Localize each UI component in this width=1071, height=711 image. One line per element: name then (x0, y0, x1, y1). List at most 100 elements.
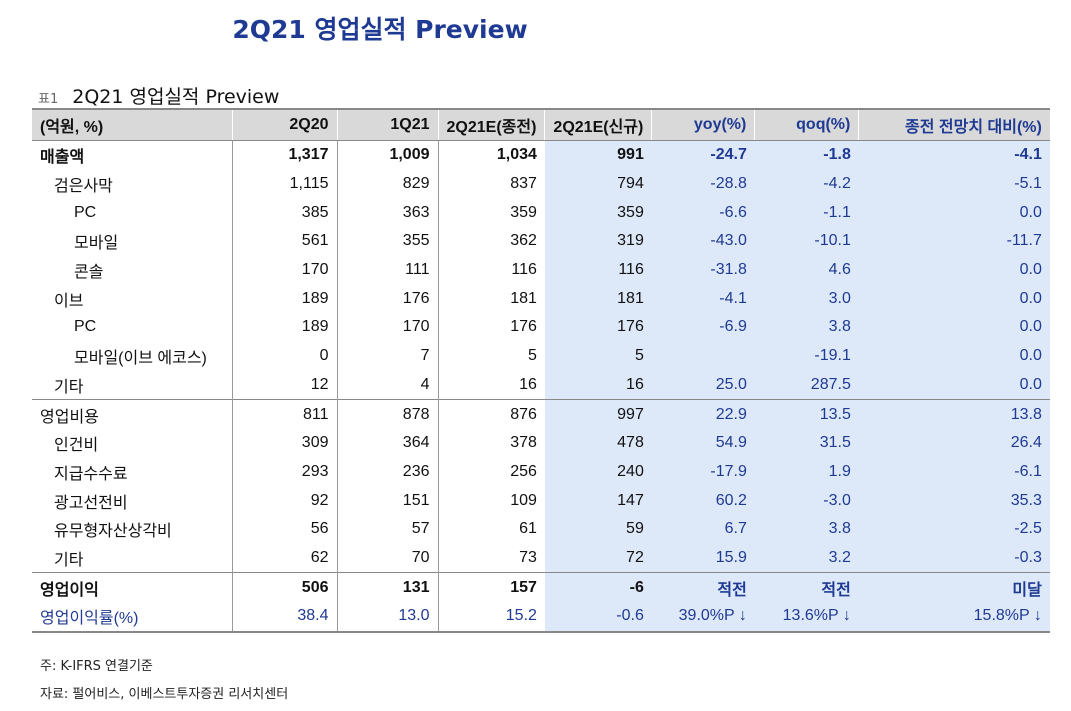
cell-value: 378 (437, 428, 545, 458)
cell-value: -3.0 (754, 486, 859, 515)
row-label: 매출액 (40, 149, 85, 167)
cell-value: 287.5 (754, 370, 859, 400)
row-label: PC (74, 203, 97, 221)
cell-value: 878 (336, 399, 438, 429)
row-label: 기타 (54, 551, 84, 569)
cell-value: 3.2 (754, 543, 859, 573)
cell-value: 991 (544, 140, 652, 170)
cell-value: 3.0 (754, 284, 859, 314)
cell-value: 478 (544, 428, 652, 458)
table-row: 광고선전비 92 151 109 147 60.2 -3.0 35.3 (32, 486, 1050, 515)
note-basis: 주: K-IFRS 연결기준 (40, 659, 153, 674)
table-label: 표1 (38, 92, 59, 107)
row-label: 검은사막 (54, 178, 113, 196)
cell-value: 236 (336, 457, 438, 487)
cell-value: 0.0 (858, 313, 1050, 342)
cell-value: 364 (336, 428, 438, 458)
cell-value: 116 (544, 255, 652, 285)
cell-value: 3.8 (754, 313, 859, 342)
cell-value: -0.3 (858, 543, 1050, 573)
cell-value: -28.8 (651, 169, 755, 199)
cell-value: -19.1 (754, 341, 859, 371)
table-row: 유무형자산상각비 56 57 61 59 6.7 3.8 -2.5 (32, 514, 1050, 544)
cell-value: 54.9 (651, 428, 755, 458)
cell-value: 363 (336, 198, 438, 228)
column-header: (억원, %) (32, 108, 232, 141)
cell-value: 1,009 (336, 140, 438, 170)
column-header: yoy(%) (651, 108, 755, 141)
cell-value: 111 (336, 255, 438, 285)
table-row: 검은사막 1,115 829 837 794 -28.8 -4.2 -5.1 (32, 169, 1050, 199)
cell-value: 6.7 (651, 514, 755, 544)
cell-value: 3.8 (754, 514, 859, 544)
cell-value: 15.8%P ↓ (858, 602, 1050, 633)
table-row: 지급수수료 293 236 256 240 -17.9 1.9 -6.1 (32, 457, 1050, 487)
cell-value: 0.0 (858, 284, 1050, 314)
cell-value: 359 (437, 198, 545, 228)
cell-value: -5.1 (858, 169, 1050, 199)
cell-value: 170 (336, 313, 438, 342)
cell-value: 57 (336, 514, 438, 544)
table-row: 영업이익률(%) 38.4 13.0 15.2 -0.6 39.0%P ↓ 13.6%P ↓… (32, 602, 1050, 633)
cell-value: 293 (231, 457, 337, 487)
cell-value: -31.8 (651, 255, 755, 285)
cell-value: 70 (336, 543, 438, 573)
cell-value: 61 (437, 514, 545, 544)
header-row: (억원, %) 2Q20 1Q21 2Q21E(종전) 2Q21E(신규) yoy(%) q… (32, 108, 1050, 141)
row-label: 콘솔 (74, 264, 104, 282)
cell-value: 0.0 (858, 198, 1050, 228)
table-row: 모바일(이브 에코스) 0 7 5 5 -19.1 0.0 (32, 341, 1050, 371)
cell-value: 62 (231, 543, 337, 573)
cell-value: 13.6%P ↓ (754, 602, 859, 633)
row-label: 지급수수료 (54, 465, 128, 483)
cell-value: 829 (336, 169, 438, 199)
cell-value: 31.5 (754, 428, 859, 458)
cell-value: 0.0 (858, 255, 1050, 285)
cell-value: -6.9 (651, 313, 755, 342)
cell-value: 876 (437, 399, 545, 429)
row-label: 모바일(이브 에코스) (74, 350, 207, 368)
table-row: 모바일 561 355 362 319 -43.0 -10.1 -11.7 (32, 227, 1050, 256)
row-label: 이브 (54, 292, 84, 310)
cell-value: 35.3 (858, 486, 1050, 515)
row-label: 광고선전비 (54, 494, 128, 512)
cell-value: 506 (231, 572, 337, 602)
cell-value: 1,034 (437, 140, 545, 170)
earnings-table: (억원, %) 2Q20 1Q21 2Q21E(종전) 2Q21E(신규) yoy(%) q… (32, 108, 1050, 633)
table-title: 2Q21 영업실적 Preview (72, 86, 280, 108)
table-row: PC 189 170 176 176 -6.9 3.8 0.0 (32, 313, 1050, 342)
cell-value: 0.0 (858, 341, 1050, 371)
cell-value: 0 (231, 341, 337, 371)
cell-value: 25.0 (651, 370, 755, 400)
column-header: 2Q20 (231, 108, 337, 141)
table-row: 기타 12 4 16 16 25.0 287.5 0.0 (32, 370, 1050, 400)
cell-value: -4.1 (858, 140, 1050, 170)
cell-value: 189 (231, 284, 337, 314)
cell-value: 837 (437, 169, 545, 199)
cell-value: 13.5 (754, 399, 859, 429)
cell-value: 12 (231, 370, 337, 400)
cell-value: 319 (544, 227, 652, 256)
cell-value: -17.9 (651, 457, 755, 487)
row-label: PC (74, 318, 97, 336)
cell-value: 60.2 (651, 486, 755, 515)
column-header: qoq(%) (754, 108, 859, 141)
cell-value: 170 (231, 255, 337, 285)
cell-value: 561 (231, 227, 337, 256)
cell-value: -0.6 (544, 602, 652, 633)
cell-value: 0.0 (858, 370, 1050, 400)
column-header: 2Q21E(종전) (437, 108, 545, 141)
cell-value: 92 (231, 486, 337, 515)
cell-value: -1.1 (754, 198, 859, 228)
cell-value: 176 (336, 284, 438, 314)
cell-value: 256 (437, 457, 545, 487)
cell-value: 147 (544, 486, 652, 515)
table-row: 콘솔 170 111 116 116 -31.8 4.6 0.0 (32, 255, 1050, 285)
row-label: 영업이익률(%) (32, 602, 232, 633)
row-label: 인건비 (54, 437, 99, 455)
cell-value: 5 (544, 341, 652, 371)
cell-value: 26.4 (858, 428, 1050, 458)
cell-value: 355 (336, 227, 438, 256)
page-title: 2Q21 영업실적 Preview (232, 15, 528, 44)
cell-value: 157 (437, 572, 545, 602)
